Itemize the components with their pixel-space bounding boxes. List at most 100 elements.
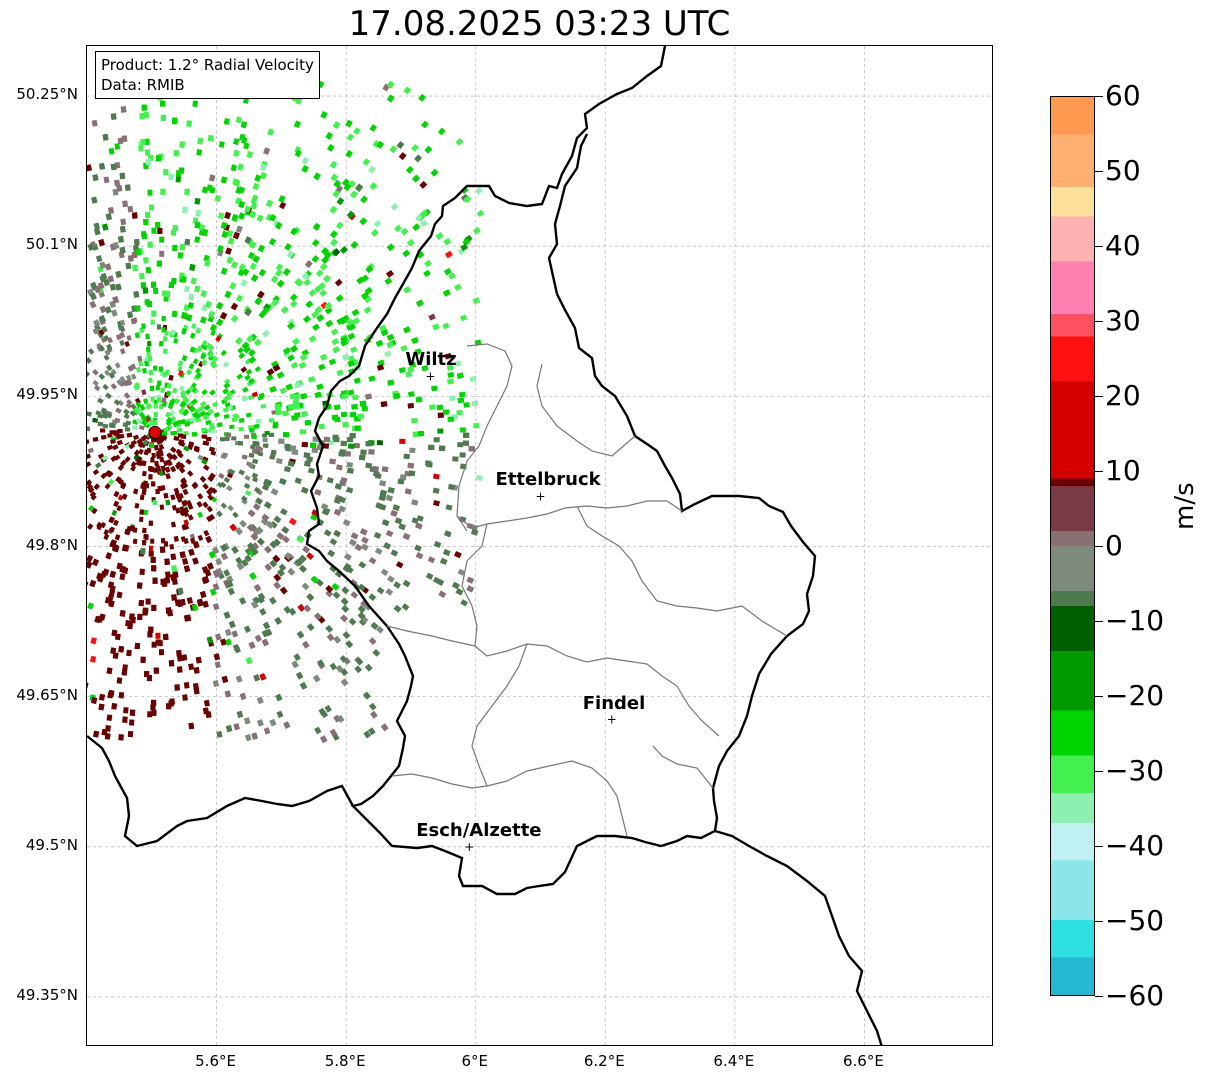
echo-pixel: [293, 653, 301, 662]
echo-pixel: [363, 730, 371, 739]
echo-pixel: [151, 310, 157, 317]
echo-pixel: [209, 389, 216, 396]
echo-pixel: [365, 265, 374, 274]
echo-pixel: [294, 149, 302, 158]
echo-pixel: [163, 348, 168, 354]
echo-pixel: [102, 568, 110, 576]
echo-pixel: [278, 563, 287, 572]
echo-pixel: [364, 287, 373, 295]
echo-pixel: [182, 206, 188, 214]
echo-pixel: [118, 645, 125, 653]
echo-pixel: [193, 445, 200, 452]
echo-pixel: [380, 723, 389, 732]
echo-pixel: [143, 112, 149, 119]
city-marker: +: [464, 840, 474, 854]
echo-pixel: [196, 345, 203, 353]
echo-pixel: [151, 641, 157, 648]
echo-pixel: [224, 690, 232, 698]
echo-pixel: [357, 611, 366, 620]
echo-pixel: [110, 539, 117, 547]
echo-pixel: [203, 464, 210, 471]
echo-pixel: [141, 233, 148, 240]
echo-pixel: [196, 599, 204, 607]
echo-pixel: [112, 242, 119, 249]
echo-pixel: [303, 278, 312, 287]
echo-pixel: [264, 545, 272, 554]
echo-pixel: [308, 376, 316, 383]
echo-pixel: [181, 557, 189, 565]
echo-pixel: [158, 366, 164, 372]
echo-pixel: [292, 337, 300, 346]
echo-pixel: [447, 416, 454, 422]
echo-pixel: [96, 615, 104, 623]
echo-pixel: [308, 289, 317, 297]
echo-pixel: [148, 550, 154, 557]
echo-pixel: [238, 469, 245, 476]
echo-pixel: [103, 354, 110, 361]
echo-pixel: [217, 244, 224, 253]
echo-pixel: [124, 443, 132, 450]
echo-pixel: [115, 476, 122, 483]
echo-pixel: [271, 360, 279, 368]
echo-pixel: [254, 297, 262, 306]
echo-pixel: [108, 600, 115, 608]
echo-pixel: [250, 547, 259, 556]
echo-pixel: [132, 264, 138, 272]
radar-map[interactable]: + + + +: [86, 45, 993, 1046]
echo-pixel: [151, 481, 156, 487]
echo-pixel: [195, 656, 202, 664]
echo-pixel: [137, 613, 143, 621]
echo-pixel: [275, 263, 284, 272]
echo-pixel: [369, 182, 378, 191]
echo-pixel: [261, 513, 270, 522]
echo-pixel: [454, 283, 462, 291]
echo-pixel: [333, 635, 342, 644]
echo-pixel: [94, 327, 101, 335]
echo-pixel: [390, 549, 399, 557]
echo-pixel: [276, 710, 284, 719]
echo-pixel: [233, 231, 240, 240]
echo-pixel: [329, 458, 336, 465]
echo-pixel: [247, 509, 256, 518]
echo-pixel: [369, 702, 377, 711]
echo-pixel: [119, 246, 126, 254]
echo-pixel: [414, 154, 422, 163]
echo-pixel: [370, 228, 379, 237]
echo-pixel: [182, 499, 189, 506]
echo-pixel: [412, 174, 420, 183]
echo-pixel: [155, 222, 161, 228]
echo-pixel: [318, 363, 326, 371]
echo-pixel: [238, 212, 246, 220]
echo-pixel: [106, 412, 113, 419]
echo-pixel: [90, 637, 97, 645]
echo-pixel: [255, 445, 261, 451]
echo-pixel: [119, 375, 126, 383]
echo-pixel: [102, 223, 109, 231]
echo-pixel: [132, 434, 140, 441]
echo-pixel: [144, 534, 149, 540]
echo-pixel: [139, 272, 145, 280]
echo-pixel: [437, 428, 444, 434]
echo-pixel: [330, 328, 339, 336]
echo-pixel: [120, 459, 127, 467]
echo-pixel: [363, 306, 372, 314]
echo-pixel: [172, 225, 179, 232]
echo-pixel: [188, 548, 195, 556]
echo-pixel: [273, 581, 281, 590]
echo-pixel: [183, 510, 189, 518]
echo-pixel: [148, 474, 153, 480]
echo-pixel: [346, 486, 354, 494]
echo-pixel: [299, 682, 308, 690]
echo-pixel: [426, 461, 433, 468]
echo-pixel: [144, 360, 149, 367]
echo-pixel: [141, 540, 147, 546]
echo-pixel: [317, 282, 326, 290]
echo-pixel: [158, 470, 164, 476]
echo-pixel: [87, 357, 92, 364]
echo-pixel: [133, 291, 140, 298]
echo-pixel: [145, 158, 151, 166]
echo-pixel: [87, 544, 88, 553]
echo-pixel: [343, 562, 352, 571]
echo-pixel: [457, 442, 464, 448]
echo-pixel: [203, 440, 210, 446]
